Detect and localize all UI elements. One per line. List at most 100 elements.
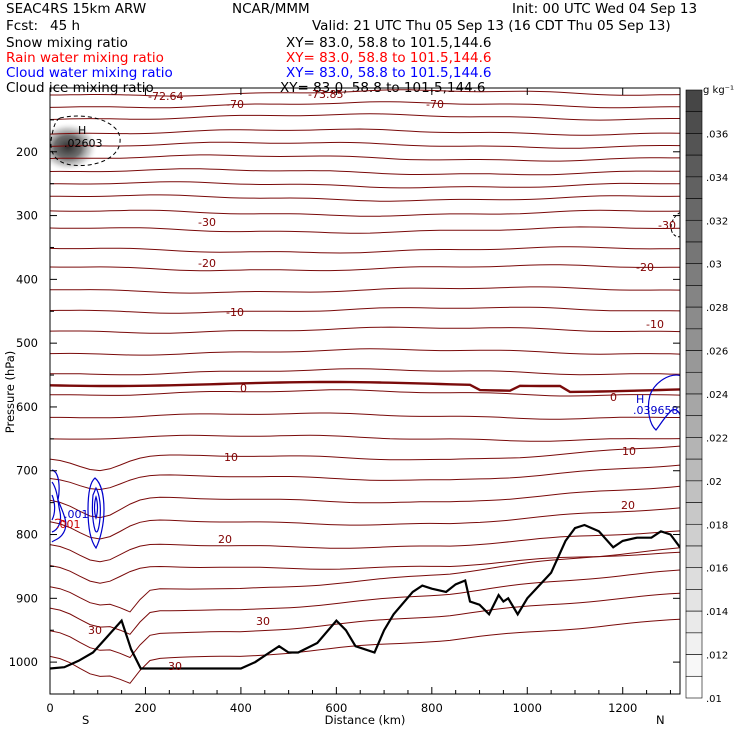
isotherm-label-20-b: 20 [621, 499, 635, 512]
colorbar-swatch [685, 502, 703, 525]
isotherm-line [50, 181, 680, 189]
colorbar-label: .01 [706, 694, 722, 705]
temperature-isotherms [50, 89, 680, 684]
isotherm-label-minus73-85: -73.85 [308, 88, 343, 101]
colorbar-label: .026 [706, 347, 728, 358]
endpoint-right: N [656, 713, 665, 727]
isotherm-label-minus10-a: -10 [226, 306, 244, 319]
colorbar-label: .032 [706, 216, 728, 227]
isotherm-label-minus70-a: -70 [226, 98, 244, 111]
field-xy-rain: XY= 83.0, 58.8 to 101.5,144.6 [286, 50, 492, 66]
colorbar-swatch [685, 241, 703, 265]
colorbar-label: .016 [706, 564, 728, 575]
valid-time: Valid: 21 UTC Thu 05 Sep 13 (16 CDT Thu … [312, 18, 671, 34]
y-tick-label: 700 [16, 464, 38, 478]
y-tick-label: 800 [16, 528, 38, 542]
isotherm-line [50, 326, 680, 334]
cloud-water-contour-right [647, 374, 680, 431]
cloud-water-label-001: .001 [64, 508, 89, 521]
isotherm-line [50, 246, 680, 254]
colorbar-swatch [685, 393, 703, 417]
isotherm-label-zero-a: 0 [240, 382, 247, 395]
y-tick-label: 500 [16, 336, 38, 350]
isotherm-line [50, 445, 680, 472]
colorbar-swatch [685, 610, 703, 634]
colorbar-swatch [685, 111, 703, 134]
cloud-water-max-H: H [636, 393, 644, 406]
isotherm-line [50, 389, 680, 397]
y-axis-title: Pressure (hPa) [3, 351, 17, 434]
colorbar-swatch [685, 437, 703, 460]
isotherm-line [50, 226, 680, 234]
isotherm-line [50, 348, 680, 356]
colorbar-unit: g kg⁻¹ [703, 85, 734, 96]
isotherm-label-minus72-64: -72.64 [148, 90, 183, 103]
forecast-label: Fcst: [6, 18, 38, 34]
isotherm-line [50, 464, 680, 491]
x-tick-label: 600 [325, 701, 347, 715]
colorbar-label: .024 [706, 390, 728, 401]
isotherm-line [50, 547, 680, 613]
isotherm-label-minus20-b: -20 [636, 261, 654, 274]
colorbar-swatch [685, 350, 703, 373]
colorbar-swatch [685, 589, 703, 612]
x-tick-label: 0 [46, 701, 53, 715]
y-tick-label: 200 [16, 145, 38, 159]
y-tick-label: 300 [16, 209, 38, 223]
isotherm-line [50, 507, 680, 540]
isotherm-line [50, 113, 680, 121]
rain-label-001: .001 [56, 518, 81, 531]
isotherm-label-30-a: 30 [88, 624, 102, 637]
colorbar-swatch [685, 480, 703, 503]
isotherm-line [50, 485, 680, 519]
isotherm-label-minus30-b: -30 [658, 219, 676, 232]
center-title: NCAR/MMM [232, 1, 310, 17]
colorbar-label: .022 [706, 433, 728, 444]
colorbar-swatch [685, 371, 703, 395]
colorbar-swatch [685, 567, 703, 590]
isotherm-label-10-b: 10 [622, 445, 636, 458]
colorbar-swatch [685, 654, 703, 677]
colorbar-swatch [685, 523, 703, 547]
isotherm-line [50, 618, 680, 684]
x-tick-label: 200 [134, 701, 156, 715]
x-axis-title: Distance (km) [325, 713, 406, 727]
isotherm-label-20-a: 20 [218, 533, 232, 546]
colorbar-label: .014 [706, 607, 728, 618]
forecast-value: 45 h [50, 18, 80, 34]
y-tick-label: 400 [16, 272, 38, 286]
colorbar-swatch [685, 632, 703, 655]
isotherm-line [50, 209, 680, 217]
cloud-water-contours-left [51, 469, 105, 550]
isotherm-line [50, 101, 680, 109]
plot-area: -72.64 -73.85 -70 -70 -30 -30 -20 -20 -1… [9, 87, 681, 715]
isotherm-label-10-a: 10 [224, 451, 238, 464]
isotherm-line [50, 412, 680, 420]
colorbar-swatch [685, 219, 703, 243]
colorbar-label: .03 [706, 260, 722, 271]
field-name-snow: Snow mixing ratio [6, 35, 128, 51]
colorbar-swatch [685, 285, 703, 308]
x-tick-label: 1200 [608, 701, 637, 715]
isotherm-line [50, 306, 680, 314]
isotherm-line [50, 569, 680, 635]
x-tick-label: 400 [230, 701, 252, 715]
y-tick-label: 900 [16, 591, 38, 605]
isotherm-line [50, 128, 680, 136]
colorbar-label: .012 [706, 651, 728, 662]
terrain-surface-line [50, 523, 680, 670]
colorbar-swatch [685, 306, 703, 330]
snow-max-value: .02603 [64, 137, 103, 150]
colorbar-swatch [685, 89, 703, 113]
x-tick-label: 800 [421, 701, 443, 715]
isotherm-line [50, 530, 680, 563]
colorbar-label: .034 [706, 173, 728, 184]
isotherm-label-minus20-a: -20 [198, 257, 216, 270]
plot-frame [49, 87, 681, 695]
isotherm-line [50, 89, 680, 97]
isotherm-label-30-b: 30 [256, 615, 270, 628]
colorbar-swatch [685, 263, 703, 286]
colorbar-swatch [685, 545, 703, 569]
colorbar-label: .018 [706, 520, 728, 531]
y-tick-label: 1000 [9, 655, 38, 669]
